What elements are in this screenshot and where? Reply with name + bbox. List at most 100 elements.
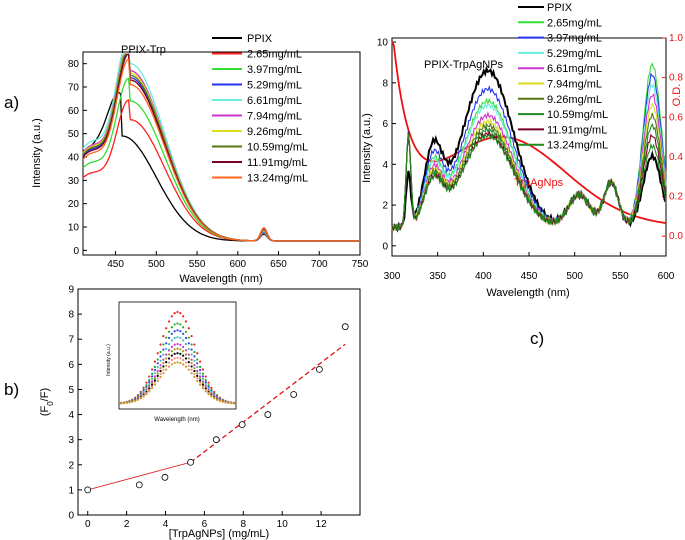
y-tick-label: 0 <box>382 241 388 252</box>
legend-label: 11.91mg/mL <box>547 124 607 136</box>
data-point <box>187 458 195 466</box>
inset-dot <box>176 336 179 339</box>
inset-dot <box>165 361 168 364</box>
inset-dot <box>150 375 154 378</box>
panel-a-label: a) <box>4 93 19 112</box>
inset-dot <box>167 342 171 346</box>
y-tick-label: 3 <box>68 435 74 446</box>
fit-line-low <box>87 461 191 491</box>
inset-dot <box>187 327 190 330</box>
inset-dot <box>156 358 159 361</box>
plot-a-frame <box>82 51 361 256</box>
inset-dot <box>176 352 179 355</box>
inset-dot <box>199 365 202 368</box>
inset-dot <box>204 375 207 378</box>
inset-dot <box>162 361 165 365</box>
inset-dot <box>179 330 182 333</box>
inset-frame <box>118 301 237 410</box>
inset-dot <box>156 369 159 372</box>
inset-dot <box>150 372 154 375</box>
inset-dot <box>201 382 205 385</box>
inset-dot <box>150 382 154 385</box>
series-line-3.97mg/mL <box>82 77 360 242</box>
y-tick-label: 0 <box>73 246 79 257</box>
inset-dot <box>167 320 171 323</box>
inset-dot <box>125 401 128 404</box>
y-tick-label: 80 <box>68 59 80 70</box>
inset-dot <box>134 399 137 403</box>
inset-dot <box>193 375 196 379</box>
plot-b-inset: Wavelength (nm) Intensity (a.u.) <box>106 301 237 423</box>
inset-dot <box>190 348 193 351</box>
panel-b-label: b) <box>4 380 19 399</box>
inset-dot <box>179 352 182 355</box>
inset-dot <box>196 374 199 377</box>
inset-dot <box>187 357 190 360</box>
inset-dot <box>187 336 190 339</box>
inset-dot <box>153 381 156 384</box>
inset-dot <box>221 400 224 403</box>
inset-dot <box>122 401 125 405</box>
inset-dot <box>179 357 182 360</box>
plot-a-title: PPIX-Trp <box>121 44 166 56</box>
inset-dot <box>184 330 188 333</box>
inset-dot <box>184 353 188 356</box>
inset-dot <box>159 350 162 354</box>
inset-dot <box>167 353 171 356</box>
inset-dot <box>196 365 199 369</box>
inset-dot <box>187 342 190 345</box>
inset-dot <box>184 361 188 364</box>
inset-dot <box>159 364 162 367</box>
inset-dot <box>182 363 185 366</box>
inset-dot <box>165 327 168 330</box>
inset-dot <box>193 367 196 370</box>
inset-dot <box>210 395 213 398</box>
data-point <box>161 473 169 481</box>
inset-dot <box>173 323 176 326</box>
x-tick-label: 550 <box>189 259 206 270</box>
inset-dot <box>201 387 205 390</box>
series-line-13.24mg/mL <box>391 132 667 232</box>
series-line-PPIX <box>391 65 667 233</box>
plot-b-ylabel-end: /F) <box>39 388 51 401</box>
inset-dot <box>162 334 165 338</box>
inset-dot <box>179 348 182 351</box>
inset-dot <box>190 334 193 338</box>
inset-dot <box>170 345 173 348</box>
inset-dot <box>179 323 182 326</box>
legend-label: 9.26mg/mL <box>547 94 602 106</box>
inset-dot <box>170 326 173 329</box>
inset-dot <box>173 336 176 340</box>
legend-label: 13.24mg/mL <box>247 173 308 185</box>
inset-dot <box>156 374 159 377</box>
inset-dot <box>176 356 179 359</box>
inset-dot <box>204 382 207 386</box>
inset-dot <box>204 380 207 384</box>
x-tick-label: 500 <box>148 259 165 270</box>
inset-dot <box>207 393 210 396</box>
x-tick-label: 400 <box>475 271 492 282</box>
inset-dot <box>145 385 148 388</box>
inset-dot <box>170 339 173 342</box>
inset-dot <box>153 368 156 372</box>
inset-dot <box>173 357 176 360</box>
x-tick-label: 600 <box>658 271 675 282</box>
inset-dot <box>162 365 165 368</box>
inset-dot <box>173 343 176 346</box>
y-tick-label: 10 <box>377 38 389 49</box>
inset-dot <box>190 343 193 346</box>
inset-dot <box>199 379 202 382</box>
inset-dot <box>173 361 176 364</box>
inset-dot <box>167 357 171 360</box>
inset-dot <box>173 330 176 333</box>
inset-dot <box>165 347 168 351</box>
inset-dot <box>190 365 193 368</box>
inset-dot <box>184 336 188 340</box>
panel-c-label: c) <box>530 329 544 348</box>
inset-dot <box>193 372 196 376</box>
y-tick-label: 10 <box>68 223 80 234</box>
data-point <box>264 411 272 418</box>
plot-a-ylabel: Intensity (a.u.) <box>31 118 43 188</box>
